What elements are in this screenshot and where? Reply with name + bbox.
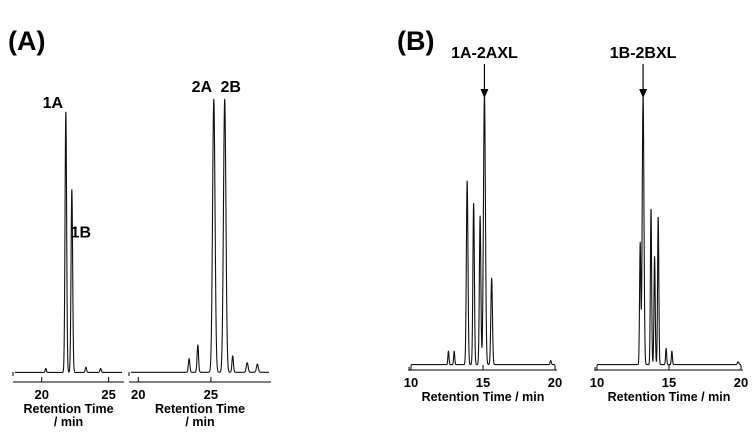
panel-label: (A) bbox=[8, 26, 45, 56]
chromatogram-trace bbox=[130, 98, 270, 373]
peak-label-2b: 2B bbox=[220, 79, 240, 96]
peak-label-1a: 1A bbox=[43, 95, 64, 112]
panel-label: (B) bbox=[397, 26, 434, 56]
x-axis-label: Retention Time / min bbox=[608, 390, 731, 404]
x-tick-label: 20 bbox=[35, 387, 49, 402]
x-tick-label: 25 bbox=[204, 387, 218, 402]
chromatogram-trace bbox=[596, 94, 742, 366]
x-tick-label: 20 bbox=[131, 387, 145, 402]
x-axis-label: / min bbox=[54, 415, 83, 429]
annotation-arrow-head bbox=[639, 89, 648, 98]
annotation-label: 1B-2BXL bbox=[610, 45, 677, 62]
peak-label-2a: 2A bbox=[192, 79, 213, 96]
x-axis-label: Retention Time / min bbox=[422, 390, 545, 404]
x-tick-label: 20 bbox=[734, 375, 748, 390]
x-tick-label: 15 bbox=[476, 375, 490, 390]
chromatogram-trace bbox=[14, 111, 123, 373]
x-axis-label: Retention Time bbox=[155, 402, 245, 416]
peak-label-1b: 1B bbox=[71, 224, 91, 241]
x-tick-label: 15 bbox=[662, 375, 676, 390]
annotation-arrow-head bbox=[480, 89, 489, 98]
x-tick-label: 10 bbox=[590, 375, 604, 390]
x-tick-label: 20 bbox=[548, 375, 562, 390]
x-tick-label: 25 bbox=[101, 387, 115, 402]
x-tick-label: 10 bbox=[404, 375, 418, 390]
x-axis-label: / min bbox=[185, 415, 214, 429]
x-axis-label: Retention Time bbox=[23, 402, 113, 416]
annotation-label: 1A-2AXL bbox=[451, 45, 518, 62]
chromatogram-trace bbox=[410, 94, 556, 366]
